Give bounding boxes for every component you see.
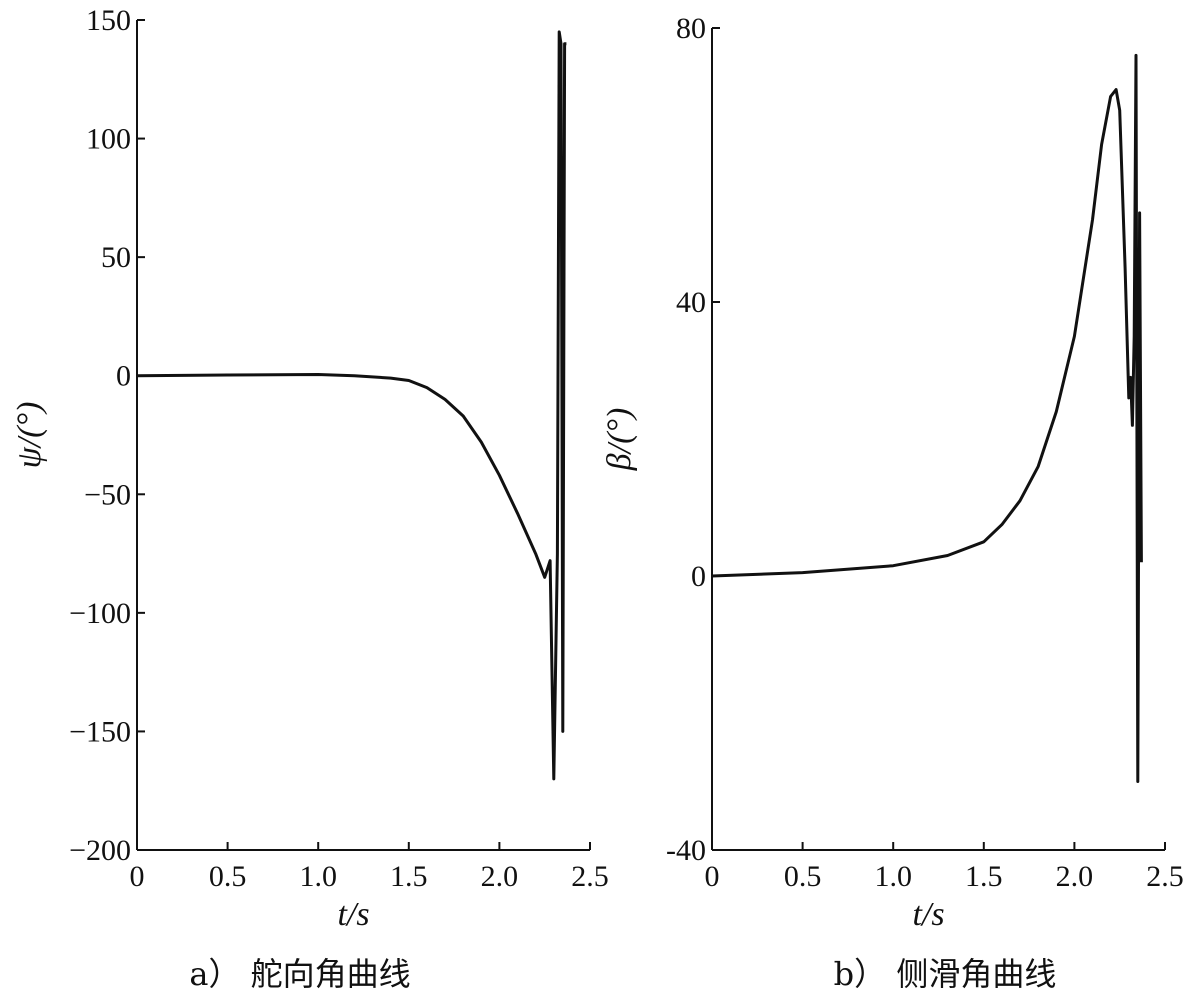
series-line (711, 53, 1143, 783)
y-tick-label: 80 (676, 12, 706, 45)
caption-title: 侧滑角曲线 (896, 955, 1056, 993)
y-axis-label: ψ/(°) (11, 402, 48, 469)
y-tick-label: −200 (69, 834, 131, 867)
y-tick-label: 150 (86, 4, 131, 37)
x-tick-label: 0 (130, 860, 145, 893)
x-tick-label: 2.0 (481, 860, 519, 893)
caption-prefix: a） (189, 955, 250, 993)
y-tick-label: 50 (101, 241, 131, 274)
y-tick-label: 40 (676, 286, 706, 319)
series-line (136, 30, 567, 781)
y-tick-label: −150 (69, 715, 131, 748)
x-tick-label: 0 (705, 860, 720, 893)
y-tick-label: 0 (116, 360, 131, 393)
x-axis-label: t/s (912, 896, 944, 933)
x-axis-label: t/s (337, 896, 369, 933)
x-tick-label: 2.5 (571, 860, 609, 893)
x-tick-label: 0.5 (784, 860, 822, 893)
y-tick-label: 0 (691, 560, 706, 593)
panel-caption: a） 舵向角曲线 (189, 955, 410, 993)
x-tick-label: 1.5 (965, 860, 1003, 893)
panel-a: 0 0.5 1.0 1.5 2.0 2.5 150 100 50 0 −50 −100 −150 −200… (11, 4, 609, 993)
x-tick-label: 1.5 (390, 860, 428, 893)
x-tick-label: 2.0 (1056, 860, 1094, 893)
y-tick-label: −50 (84, 478, 131, 511)
x-tick-label: 0.5 (209, 860, 247, 893)
panel-caption: b） 侧滑角曲线 (834, 955, 1057, 993)
caption-title: 舵向角曲线 (251, 955, 411, 993)
x-tick-label: 1.0 (874, 860, 912, 893)
y-tick-label: −100 (69, 597, 131, 630)
y-tick-label: -40 (666, 834, 706, 867)
x-tick-label: 2.5 (1146, 860, 1184, 893)
x-tick-label: 1.0 (299, 860, 337, 893)
caption-prefix: b） (834, 955, 897, 993)
y-tick-label: 100 (86, 123, 131, 156)
y-axis-label: β/(°) (601, 408, 638, 472)
